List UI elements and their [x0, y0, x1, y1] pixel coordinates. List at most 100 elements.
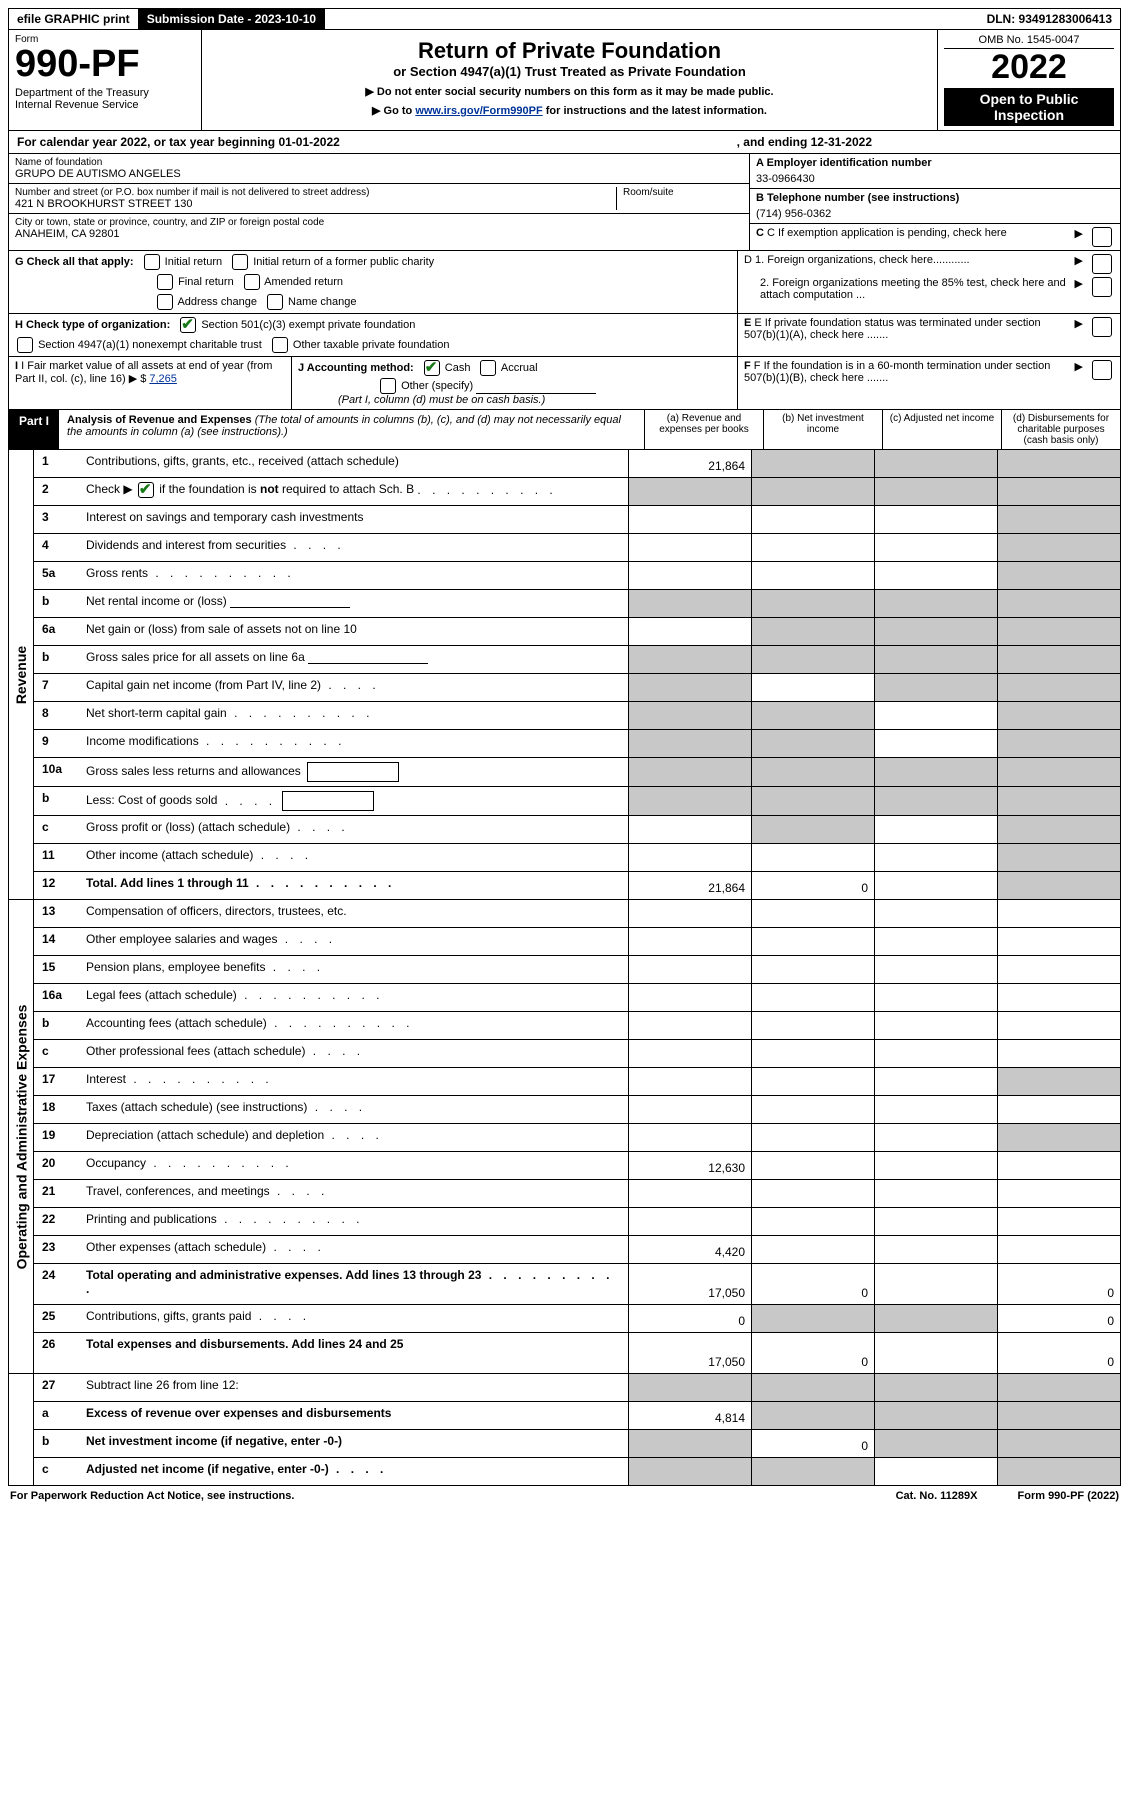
- h-501c3-checkbox[interactable]: [180, 317, 196, 333]
- d1-checkbox[interactable]: [1092, 254, 1112, 274]
- d2-checkbox[interactable]: [1092, 277, 1112, 297]
- e-label: E If private foundation status was termi…: [744, 317, 1041, 341]
- 10a-field[interactable]: [307, 762, 399, 782]
- address-change-checkbox[interactable]: [157, 294, 173, 310]
- fmv-link[interactable]: 7,265: [149, 373, 177, 385]
- f-checkbox[interactable]: [1092, 360, 1112, 380]
- revenue-side-label: Revenue: [9, 450, 34, 899]
- dln: DLN: 93491283006413: [979, 9, 1120, 29]
- expenses-table: Operating and Administrative Expenses 13…: [8, 900, 1121, 1374]
- line-17: 17Interest: [34, 1068, 1120, 1096]
- initial-return-checkbox[interactable]: [144, 254, 160, 270]
- g-d-row: G Check all that apply: Initial return I…: [8, 251, 1121, 314]
- h-e-row: H Check type of organization: Section 50…: [8, 314, 1121, 357]
- city-label: City or town, state or province, country…: [15, 217, 743, 228]
- arrow-icon: [1075, 227, 1086, 240]
- c-checkbox[interactable]: [1092, 227, 1112, 247]
- d1-label: D 1. Foreign organizations, check here..…: [744, 254, 1071, 266]
- initial-former-checkbox[interactable]: [232, 254, 248, 270]
- city-cell: City or town, state or province, country…: [9, 214, 749, 243]
- col-a-head: (a) Revenue and expenses per books: [644, 410, 763, 449]
- calendar-end: , and ending 12-31-2022: [737, 135, 872, 149]
- final-return-checkbox[interactable]: [157, 274, 173, 290]
- line-23: 23Other expenses (attach schedule) 4,420: [34, 1236, 1120, 1264]
- irs-link[interactable]: www.irs.gov/Form990PF: [415, 105, 542, 117]
- g-opt-former: Initial return of a former public charit…: [253, 256, 434, 268]
- exemption-pending-cell: C C If exemption application is pending,…: [750, 224, 1120, 250]
- line-11: 11Other income (attach schedule): [34, 844, 1120, 872]
- col-d-head: (d) Disbursements for charitable purpose…: [1001, 410, 1120, 449]
- j-other: Other (specify): [401, 380, 473, 392]
- line-22: 22Printing and publications: [34, 1208, 1120, 1236]
- arrow-icon: [129, 373, 140, 385]
- instr-link-line: ▶ Go to www.irs.gov/Form990PF for instru…: [212, 104, 927, 117]
- h-opt-501c3: Section 501(c)(3) exempt private foundat…: [201, 319, 415, 331]
- line-16a: 16aLegal fees (attach schedule): [34, 984, 1120, 1012]
- g-check-apply: G Check all that apply: Initial return I…: [15, 254, 731, 270]
- part1-title: Analysis of Revenue and Expenses (The to…: [59, 410, 644, 449]
- submission-date: Submission Date - 2023-10-10: [139, 9, 325, 29]
- line-1: 1Contributions, gifts, grants, etc., rec…: [34, 450, 1120, 478]
- d2-label: 2. Foreign organizations meeting the 85%…: [760, 277, 1071, 301]
- line-3: 3Interest on savings and temporary cash …: [34, 506, 1120, 534]
- schb-checkbox[interactable]: [138, 482, 154, 498]
- paperwork-notice: For Paperwork Reduction Act Notice, see …: [10, 1490, 294, 1502]
- ein-value: 33-0966430: [756, 173, 1114, 185]
- calendar-begin: For calendar year 2022, or tax year begi…: [17, 135, 340, 149]
- f-termination-cell: F F If the foundation is in a 60-month t…: [737, 357, 1120, 409]
- room-suite-label: Room/suite: [623, 187, 743, 198]
- h-other-checkbox[interactable]: [272, 337, 288, 353]
- g-opt-name: Name change: [288, 296, 357, 308]
- amended-return-checkbox[interactable]: [244, 274, 260, 290]
- line-10c: cGross profit or (loss) (attach schedule…: [34, 816, 1120, 844]
- address-cell: Number and street (or P.O. box number if…: [9, 184, 749, 214]
- part1-label: Part I: [9, 410, 59, 449]
- line-9: 9Income modifications: [34, 730, 1120, 758]
- line-24: 24Total operating and administrative exp…: [34, 1264, 1120, 1305]
- d-foreign-cell: D 1. Foreign organizations, check here..…: [737, 251, 1120, 313]
- cat-number: Cat. No. 11289X: [896, 1490, 978, 1502]
- e-terminated-cell: E E If private foundation status was ter…: [737, 314, 1120, 356]
- dept-treasury: Department of the Treasury: [15, 87, 195, 99]
- 5b-field[interactable]: [230, 607, 350, 608]
- line-14: 14Other employee salaries and wages: [34, 928, 1120, 956]
- line-6a: 6aNet gain or (loss) from sale of assets…: [34, 618, 1120, 646]
- street-address: 421 N BROOKHURST STREET 130: [15, 198, 610, 210]
- line-12: 12Total. Add lines 1 through 11 21,8640: [34, 872, 1120, 899]
- line-27c: cAdjusted net income (if negative, enter…: [34, 1458, 1120, 1485]
- e-checkbox[interactable]: [1092, 317, 1112, 337]
- line-15: 15Pension plans, employee benefits: [34, 956, 1120, 984]
- 6b-field[interactable]: [308, 663, 428, 664]
- line-20: 20Occupancy 12,630: [34, 1152, 1120, 1180]
- j-accrual-checkbox[interactable]: [480, 360, 496, 376]
- line-18: 18Taxes (attach schedule) (see instructi…: [34, 1096, 1120, 1124]
- line-27a: aExcess of revenue over expenses and dis…: [34, 1402, 1120, 1430]
- j-other-checkbox[interactable]: [380, 378, 396, 394]
- calendar-year-row: For calendar year 2022, or tax year begi…: [8, 131, 1121, 154]
- line-2: 2 Check ▶ if the foundation is not requi…: [34, 478, 1120, 506]
- revenue-table: Revenue 1Contributions, gifts, grants, e…: [8, 450, 1121, 900]
- col-b-head: (b) Net investment income: [763, 410, 882, 449]
- efile-print-button[interactable]: efile GRAPHIC print: [9, 9, 139, 29]
- arrow-icon: [1075, 360, 1086, 373]
- arrow-icon: [1075, 277, 1086, 290]
- j-cash-checkbox[interactable]: [424, 360, 440, 376]
- line-10b: bLess: Cost of goods sold: [34, 787, 1120, 816]
- line-16b: bAccounting fees (attach schedule): [34, 1012, 1120, 1040]
- h-4947-checkbox[interactable]: [17, 337, 33, 353]
- 10b-field[interactable]: [282, 791, 374, 811]
- top-bar: efile GRAPHIC print Submission Date - 20…: [8, 8, 1121, 30]
- city-state-zip: ANAHEIM, CA 92801: [15, 228, 743, 240]
- form-header: Form 990-PF Department of the Treasury I…: [8, 30, 1121, 131]
- name-label: Name of foundation: [15, 157, 743, 168]
- phone-label: B Telephone number (see instructions): [756, 192, 1114, 204]
- foundation-name-cell: Name of foundation GRUPO DE AUTISMO ANGE…: [9, 154, 749, 184]
- line-19: 19Depreciation (attach schedule) and dep…: [34, 1124, 1120, 1152]
- omb-number: OMB No. 1545-0047: [944, 34, 1114, 49]
- g-opt-final: Final return: [178, 276, 234, 288]
- name-change-checkbox[interactable]: [267, 294, 283, 310]
- phone-value: (714) 956-0362: [756, 208, 1114, 220]
- ein-label: A Employer identification number: [756, 157, 1114, 169]
- line-7: 7Capital gain net income (from Part IV, …: [34, 674, 1120, 702]
- line-5a: 5aGross rents: [34, 562, 1120, 590]
